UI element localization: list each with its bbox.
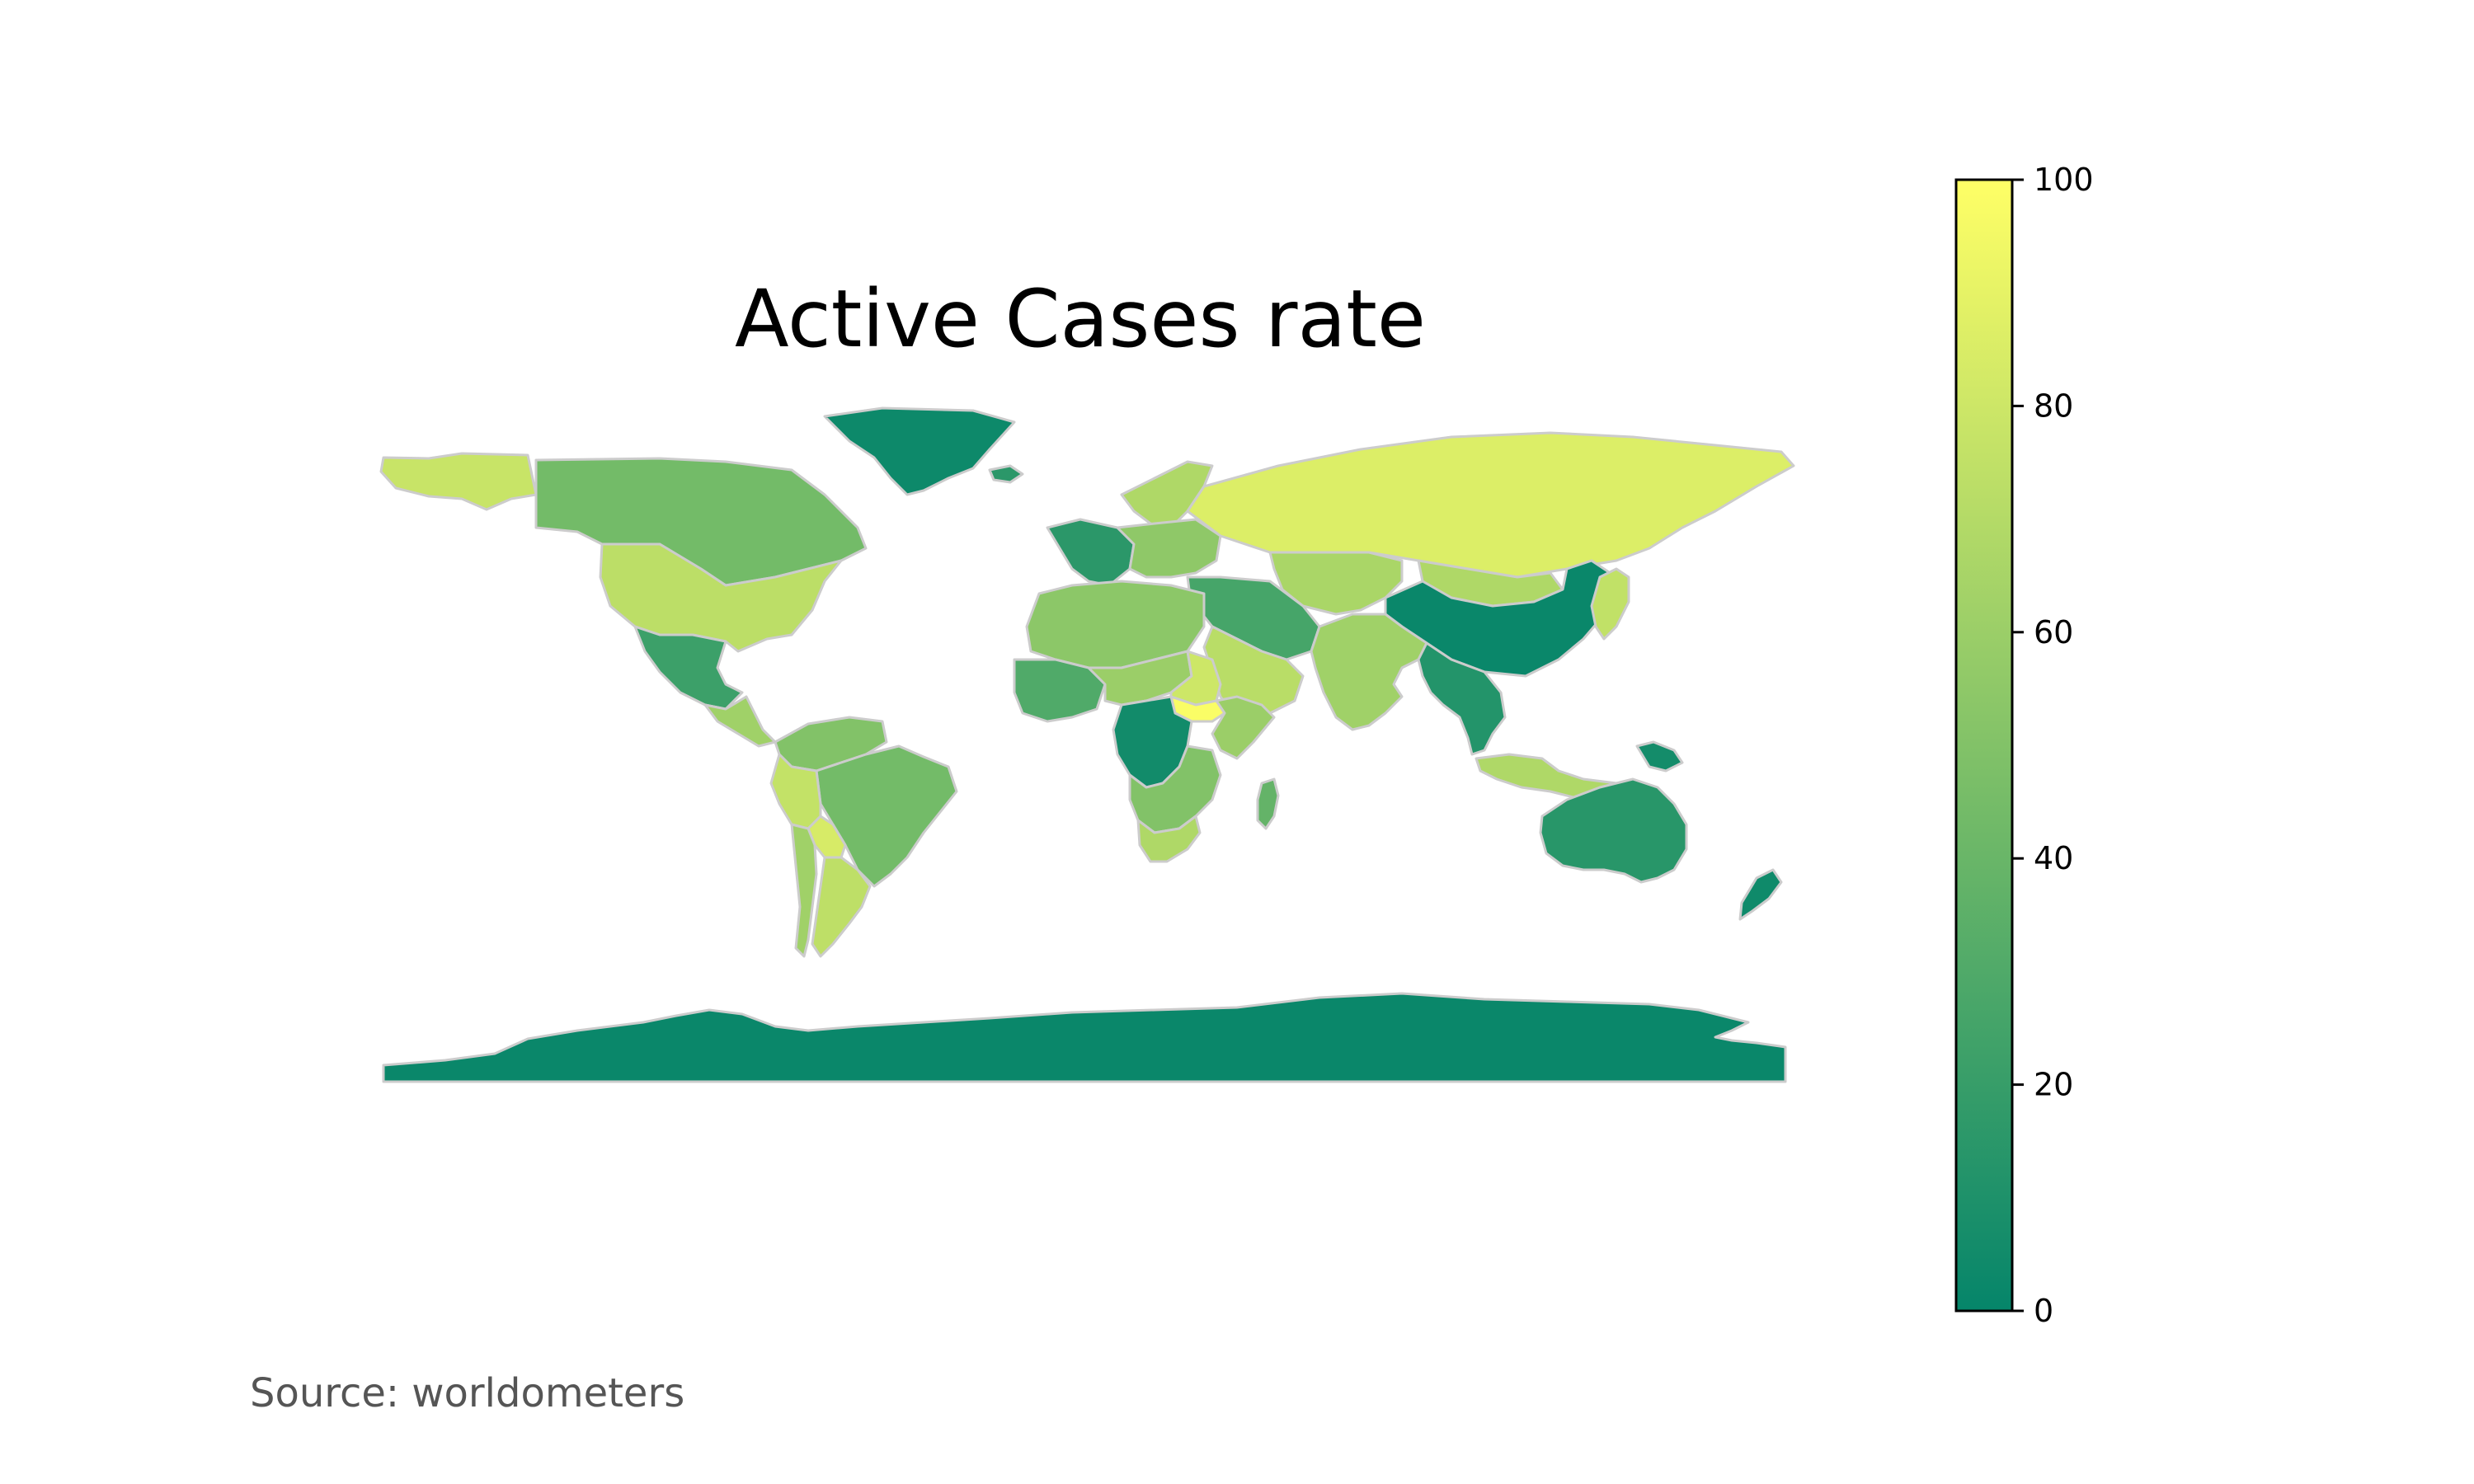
colorbar-tick-label: 20 (2034, 1067, 2073, 1103)
region-southeast-asia (1417, 641, 1507, 756)
region-mexico (633, 625, 744, 711)
region-new-zealand (1738, 868, 1783, 921)
region-alaska (379, 452, 538, 511)
region-western-europe (1046, 518, 1136, 587)
region-iceland (988, 464, 1024, 484)
region-papua-new-guinea (1635, 740, 1684, 773)
colorbar-gradient (1954, 178, 2014, 1313)
region-japan (1590, 567, 1630, 641)
colorbar: 0 20 40 60 80 100 (1954, 162, 2094, 1329)
world-map (379, 406, 1795, 1083)
region-eastern-europe (1116, 518, 1222, 579)
region-india (1310, 613, 1428, 731)
region-central-america (703, 695, 777, 748)
colorbar-ticks: 0 20 40 60 80 100 (2012, 162, 2094, 1329)
region-south-africa (1136, 815, 1202, 863)
region-bolivia (807, 815, 847, 859)
region-west-africa (1013, 658, 1107, 723)
source-note: Source: worldometers (250, 1370, 684, 1416)
region-madagascar (1256, 777, 1280, 830)
region-argentina (811, 856, 872, 958)
region-australia (1539, 777, 1688, 884)
region-antarctica (382, 992, 1787, 1083)
colorbar-tick-label: 40 (2034, 840, 2073, 876)
colorbar-tick-label: 80 (2034, 387, 2073, 424)
region-kazakhstan-central-asia (1268, 551, 1404, 616)
colorbar-tick-label: 100 (2034, 162, 2094, 198)
map-title: Active Cases rate (735, 273, 1426, 365)
region-greenland (823, 406, 1016, 496)
colorbar-tick-label: 60 (2034, 614, 2073, 650)
region-chile (790, 823, 818, 958)
colorbar-tick-label: 0 (2034, 1293, 2053, 1329)
region-horn-of-africa (1211, 695, 1276, 760)
